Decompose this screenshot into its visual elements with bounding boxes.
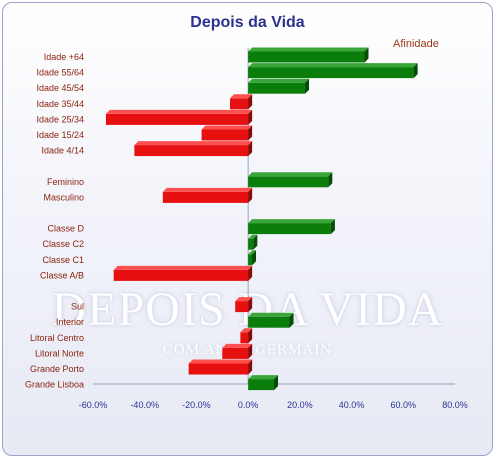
x-tick-label: 60.0% <box>391 400 417 410</box>
bar <box>105 109 253 125</box>
bar <box>248 47 369 63</box>
bar <box>248 78 310 94</box>
category-label: Interior <box>56 317 84 327</box>
bar <box>248 375 278 391</box>
x-tick-label: 40.0% <box>339 400 365 410</box>
bar <box>162 187 253 203</box>
category-label: Litoral Centro <box>30 333 84 343</box>
category-label: Grande Porto <box>30 364 84 374</box>
bar <box>248 63 418 79</box>
bar <box>248 234 258 250</box>
category-label: Sul <box>71 302 84 312</box>
legend-label: Afinidade <box>393 38 439 50</box>
bar <box>188 359 253 375</box>
category-label: Masculino <box>43 192 84 202</box>
category-label: Classe C2 <box>42 239 84 249</box>
bar <box>230 94 253 110</box>
category-label: Classe D <box>47 224 84 234</box>
category-label: Classe A/B <box>40 270 84 280</box>
bar <box>235 297 253 313</box>
bar <box>134 141 253 157</box>
x-tick-label: -40.0% <box>130 400 159 410</box>
bar <box>248 172 333 188</box>
category-label: Grande Lisboa <box>25 380 84 390</box>
category-label: Litoral Norte <box>35 348 84 358</box>
category-label: Idade 45/54 <box>36 83 84 93</box>
category-label: Classe C1 <box>42 255 84 265</box>
category-label: Idade +64 <box>44 52 84 62</box>
x-tick-label: -20.0% <box>182 400 211 410</box>
category-label: Idade 15/24 <box>36 130 84 140</box>
bar <box>248 219 335 235</box>
category-label: Idade 4/14 <box>41 146 84 156</box>
x-tick-label: 80.0% <box>442 400 468 410</box>
x-tick-label: -60.0% <box>79 400 108 410</box>
x-tick-label: 0.0% <box>238 400 259 410</box>
category-label: Idade 25/34 <box>36 114 84 124</box>
bar <box>113 265 253 281</box>
chart-title: Depois da Vida <box>190 14 305 31</box>
category-label: Feminino <box>47 177 84 187</box>
bar <box>240 328 253 344</box>
category-label: Idade 55/64 <box>36 68 84 78</box>
category-label: Idade 35/44 <box>36 99 84 109</box>
bar <box>222 343 253 359</box>
bar <box>248 250 257 266</box>
x-tick-label: 20.0% <box>287 400 313 410</box>
bar <box>248 312 294 328</box>
bar <box>201 125 253 141</box>
